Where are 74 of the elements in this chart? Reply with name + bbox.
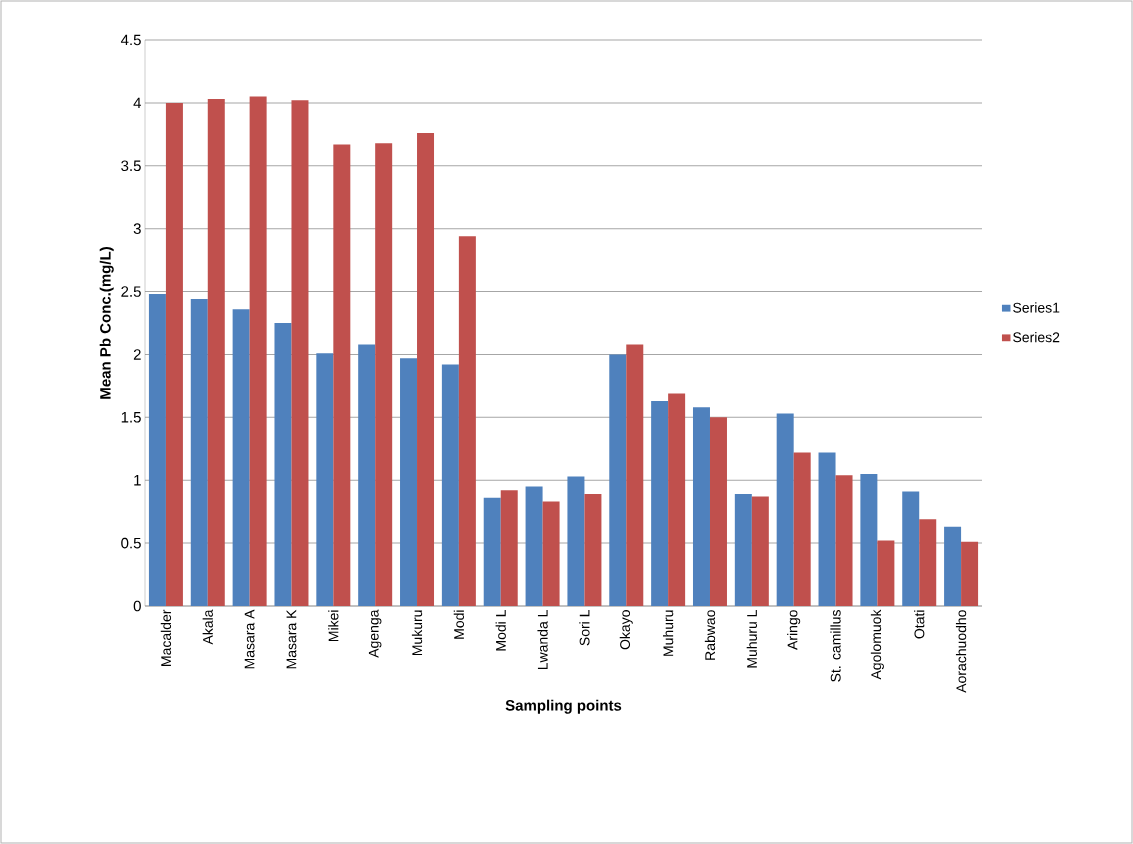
y-tick-label: 3 xyxy=(133,223,141,234)
bar xyxy=(148,294,166,606)
bar xyxy=(232,309,250,606)
x-tick-label: Agolomuok xyxy=(870,609,884,680)
bar xyxy=(274,323,292,606)
bar xyxy=(751,496,769,606)
bar xyxy=(902,491,920,606)
x-tick-label: Mikei xyxy=(328,610,339,642)
x-tick-label: Muhuru L xyxy=(746,610,757,668)
bar xyxy=(877,540,895,606)
bar xyxy=(542,501,560,606)
bar xyxy=(190,299,208,606)
x-tick-label: Mukuru xyxy=(411,610,423,656)
bar xyxy=(400,358,418,606)
bar xyxy=(651,400,669,606)
x-tick-label: Modi xyxy=(453,610,465,639)
x-tick-label: Modi L xyxy=(495,610,506,651)
y-tick-label: 0 xyxy=(133,600,141,612)
y-tick-label: 1.5 xyxy=(121,412,141,423)
x-tick-label: St. camillus xyxy=(830,610,841,682)
bar xyxy=(483,497,501,606)
x-tick-label: Masara A xyxy=(244,609,255,669)
bar xyxy=(961,541,979,606)
bar xyxy=(165,102,183,606)
bar xyxy=(417,133,435,606)
bar xyxy=(776,413,794,606)
y-tick-label: 4 xyxy=(133,97,142,109)
x-tick-label: Masara K xyxy=(286,609,297,669)
bar xyxy=(609,354,627,606)
bar xyxy=(441,364,459,606)
bar xyxy=(333,144,351,606)
bar xyxy=(358,344,376,606)
x-tick-label: Muhuru xyxy=(662,610,674,656)
legend-label: Series1 xyxy=(1013,302,1060,313)
x-tick-label: Otati xyxy=(914,610,925,639)
bar xyxy=(291,100,309,606)
bar xyxy=(249,96,267,606)
x-tick-label: Aorachuodho xyxy=(955,610,967,693)
bar xyxy=(458,236,476,606)
x-tick-label: Okayo xyxy=(619,610,633,650)
bar xyxy=(668,393,686,606)
x-tick-label: Macalder xyxy=(160,609,172,666)
bar xyxy=(835,475,853,606)
x-tick-label: Sori L xyxy=(579,610,590,646)
x-tick-label: Rabwao xyxy=(704,610,716,660)
bar xyxy=(793,452,811,606)
bar xyxy=(818,452,836,606)
legend-label: Series2 xyxy=(1013,332,1060,343)
bar xyxy=(944,526,962,606)
bar xyxy=(500,490,518,606)
bar xyxy=(567,476,585,606)
bar xyxy=(709,417,727,606)
bar xyxy=(207,99,225,606)
bar xyxy=(525,486,543,606)
bar xyxy=(626,344,644,606)
x-tick-label: Agenga xyxy=(368,609,382,658)
x-axis-title: Sampling points xyxy=(505,699,622,714)
bar xyxy=(860,473,878,606)
y-tick-label: 2.5 xyxy=(121,286,141,297)
x-tick-label: Aringo xyxy=(787,610,801,650)
x-tick-label: Lwanda L xyxy=(537,610,548,670)
bar xyxy=(316,353,334,606)
y-tick-label: 2 xyxy=(133,349,141,360)
y-tick-label: 3.5 xyxy=(121,160,141,172)
bar xyxy=(919,519,937,606)
bar xyxy=(375,143,393,606)
x-tick-label: Akala xyxy=(202,609,213,645)
y-tick-label: 4.5 xyxy=(120,34,141,46)
bar xyxy=(692,407,710,606)
y-tick-label: 0.5 xyxy=(121,537,141,549)
bar xyxy=(734,494,752,606)
y-axis-title: Mean Pb Conc.(mg/L) xyxy=(99,247,114,399)
bar xyxy=(584,494,602,606)
y-tick-label: 1 xyxy=(134,475,141,486)
